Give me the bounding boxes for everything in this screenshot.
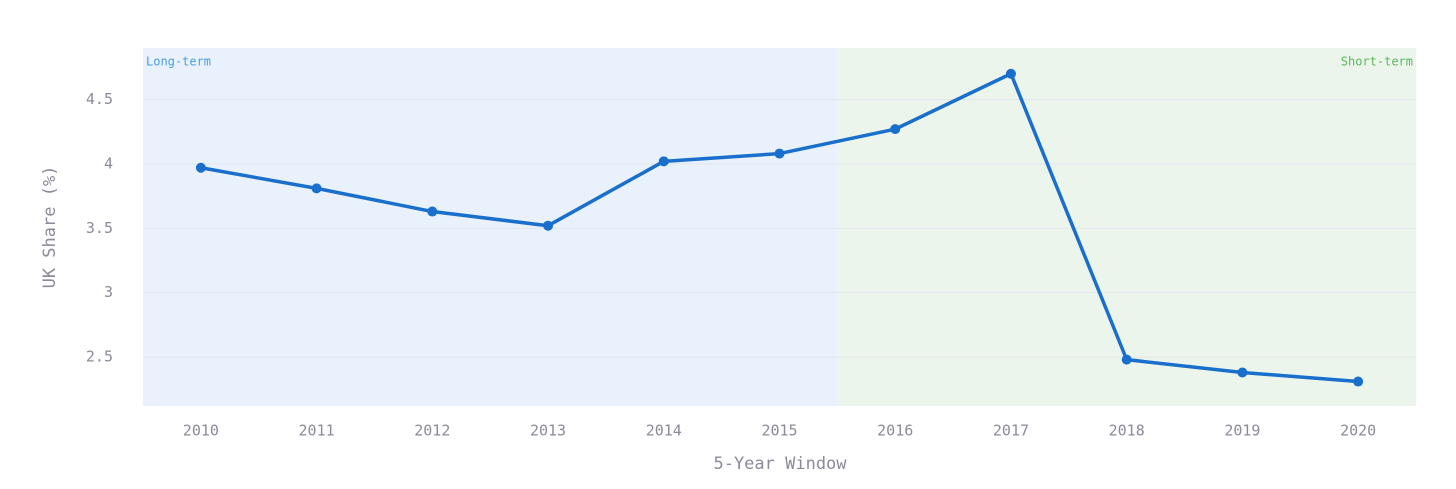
region-label: Long-term: [146, 55, 211, 69]
x-tick-label: 2019: [1224, 422, 1260, 440]
point: [1005, 68, 1016, 79]
x-tick-label: 2016: [877, 422, 913, 440]
region: [143, 48, 838, 406]
point: [658, 156, 669, 167]
point: [890, 124, 901, 135]
x-tick-label: 2012: [414, 422, 450, 440]
background: [143, 48, 1416, 406]
y-tick-label: 3.5: [86, 219, 113, 237]
region-label: Short-term: [1341, 55, 1413, 69]
x-tick-label: 2013: [530, 422, 566, 440]
point: [195, 162, 206, 173]
x-tick-label: 2010: [183, 422, 219, 440]
point: [311, 183, 322, 194]
point: [774, 148, 785, 159]
point: [1353, 376, 1364, 387]
x-tick-label: 2015: [761, 422, 797, 440]
x-tick-label: 2014: [646, 422, 682, 440]
y-tick-label: 4: [104, 154, 113, 172]
point: [1121, 354, 1132, 365]
point: [1237, 367, 1248, 378]
y-tick-label: 3: [104, 283, 113, 301]
x-tick-label: 2020: [1340, 422, 1376, 440]
y-tick-label: 4.5: [86, 90, 113, 108]
x-tick-label: 2011: [299, 422, 335, 440]
x-tick-label: 2018: [1109, 422, 1145, 440]
point: [543, 220, 554, 231]
y-tick-label: 2.5: [86, 348, 113, 366]
x-tick-label: 2017: [993, 422, 1029, 440]
x-axis-title: 5-Year Window: [713, 454, 847, 474]
region: [837, 48, 1416, 406]
y-axis-title: UK Share (%): [40, 166, 60, 289]
point: [427, 206, 438, 217]
